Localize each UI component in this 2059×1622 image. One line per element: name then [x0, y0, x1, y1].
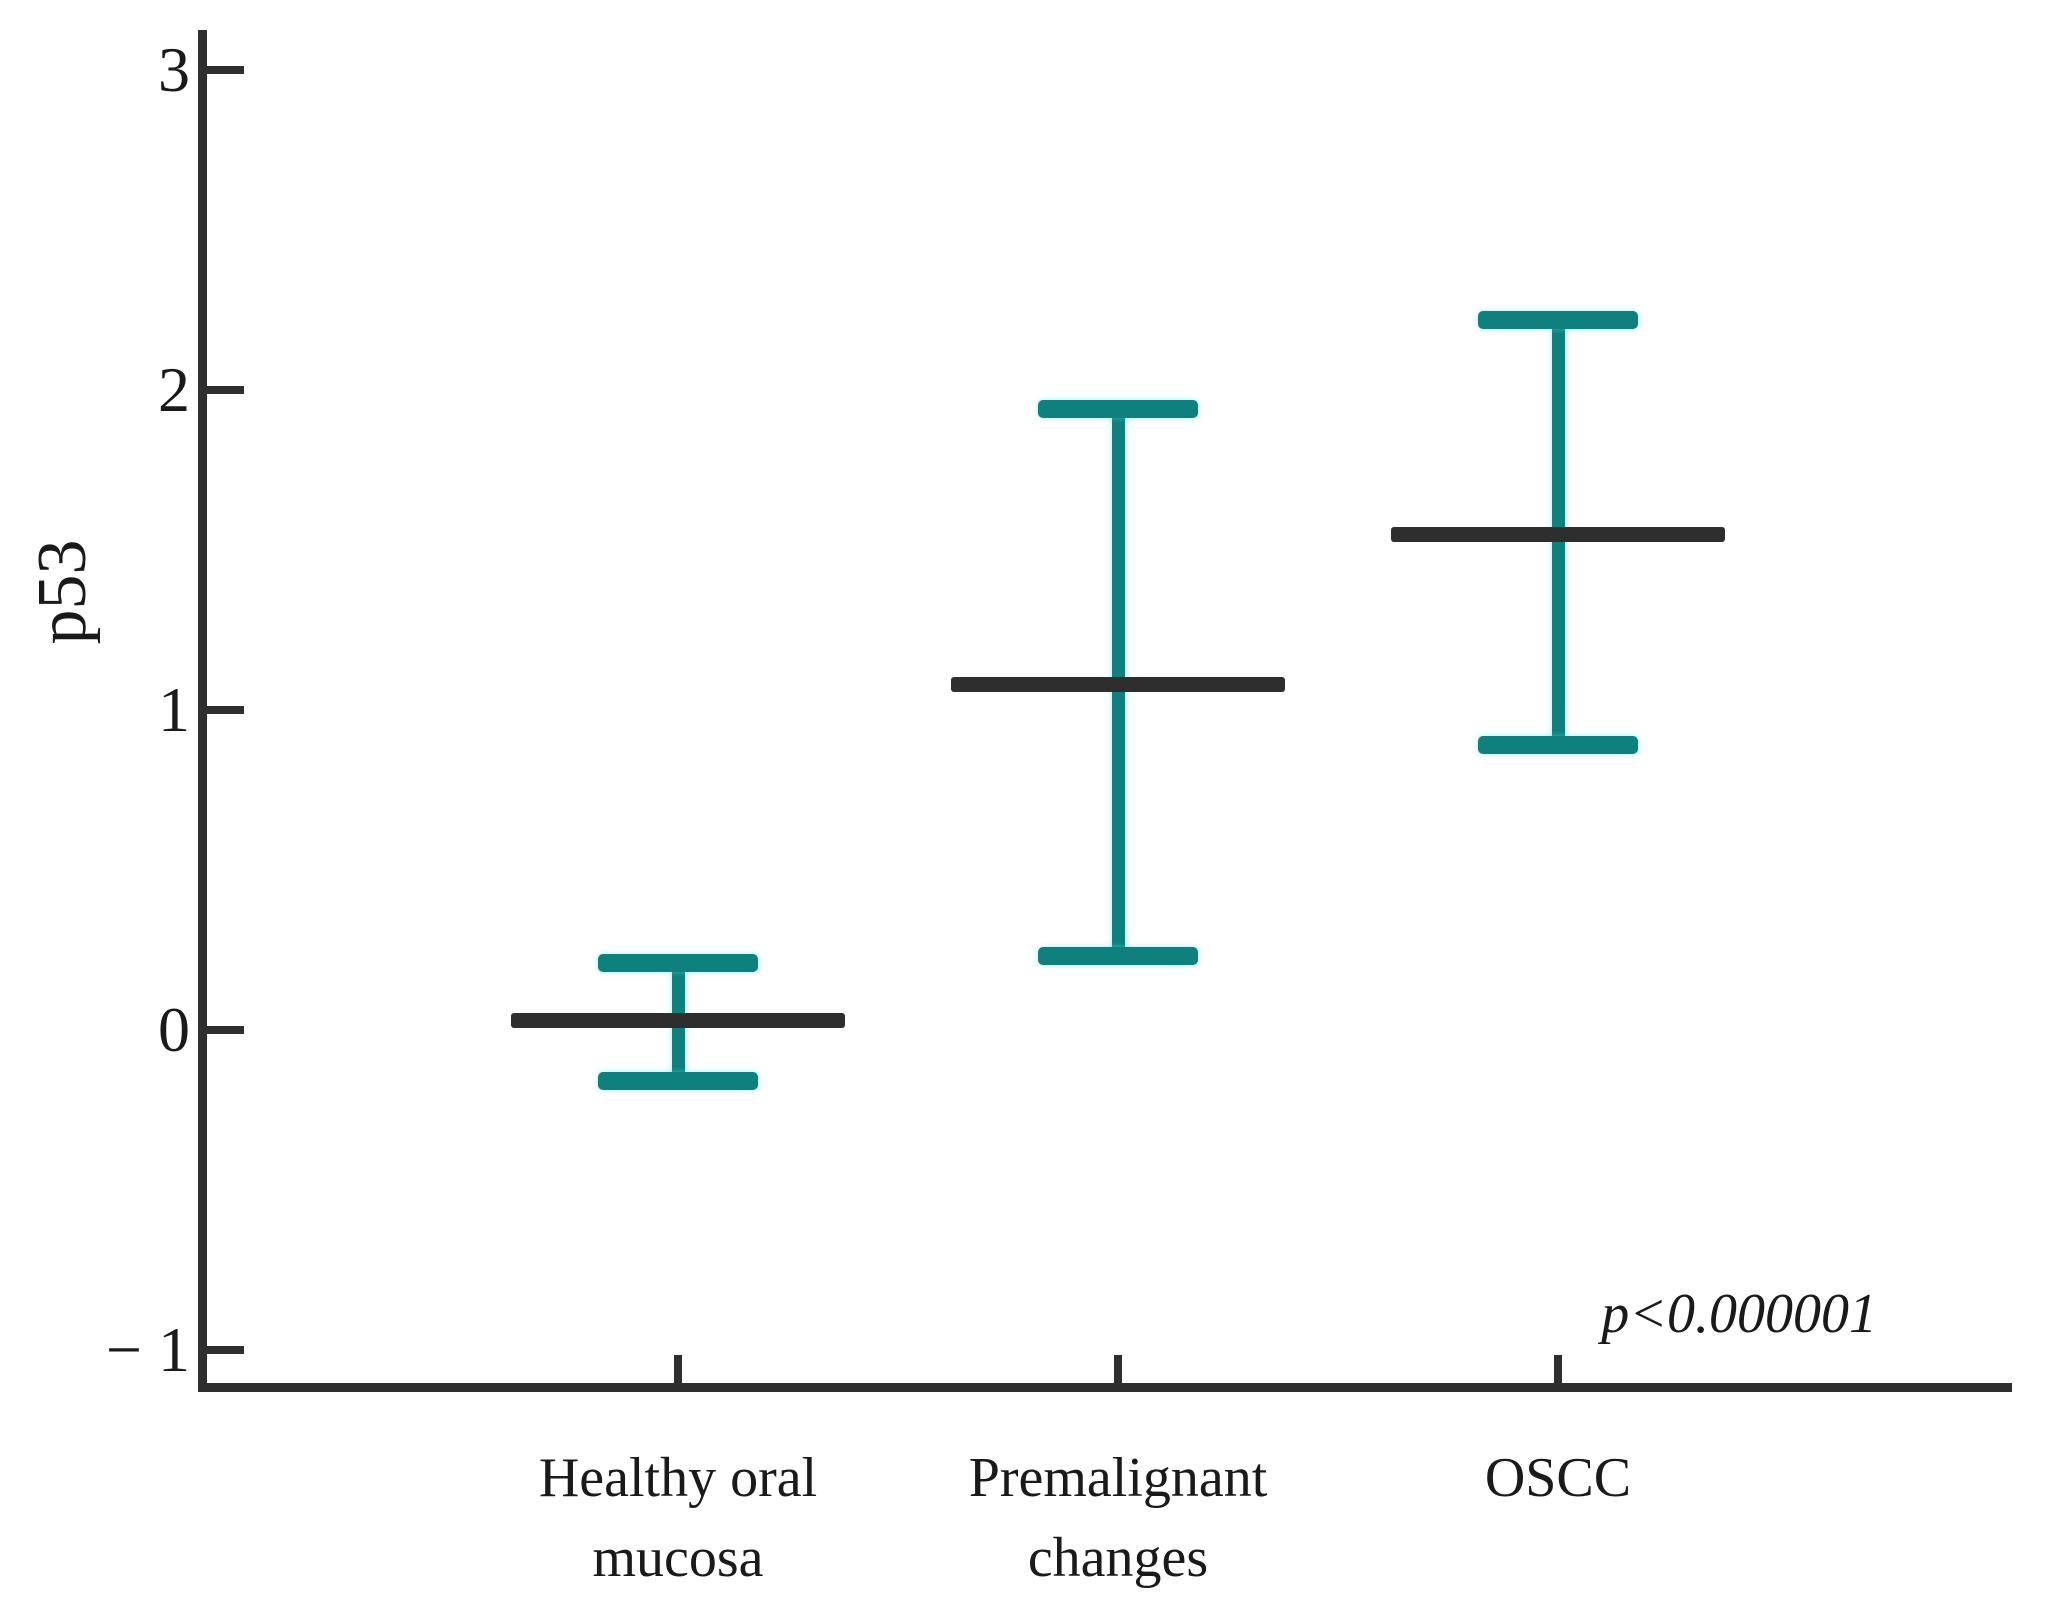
error-bar-cap-top — [598, 953, 758, 972]
category-label: Healthy oral mucosa — [378, 1438, 978, 1598]
y-tick-label: 0 — [158, 994, 190, 1065]
category-label-line: Premalignant — [968, 1447, 1268, 1509]
category-label: OSCC — [1258, 1438, 1858, 1518]
y-tick — [206, 66, 244, 74]
mean-line — [1391, 526, 1725, 542]
p-value-annotation: p<0.000001 — [1601, 1283, 1877, 1345]
mean-line — [511, 1012, 845, 1028]
category-label: Premalignant changes — [818, 1438, 1418, 1598]
x-axis-line — [198, 1383, 2012, 1392]
y-tick — [206, 1346, 244, 1354]
category-label-line: OSCC — [1484, 1447, 1632, 1509]
y-tick — [206, 706, 244, 714]
y-tick — [206, 386, 244, 394]
error-bar-cap-top — [1038, 400, 1198, 419]
x-category-tick — [674, 1355, 682, 1383]
category-label-line: Healthy oral — [538, 1447, 818, 1509]
y-tick-label: − 1 — [105, 1314, 190, 1385]
error-bar-cap-top — [1478, 310, 1638, 329]
y-axis-line — [198, 30, 207, 1392]
error-bar-cap-bottom — [598, 1072, 758, 1091]
x-category-tick — [1554, 1355, 1562, 1383]
category-label-line: mucosa — [592, 1527, 764, 1589]
mean-line — [951, 676, 1285, 692]
y-tick-label: 3 — [158, 34, 190, 105]
error-bar-cap-bottom — [1478, 736, 1638, 755]
y-tick-label: 2 — [158, 354, 190, 425]
category-label-line: changes — [1027, 1527, 1209, 1589]
y-tick — [206, 1026, 244, 1034]
x-category-tick — [1114, 1355, 1122, 1383]
y-tick-label: 1 — [158, 674, 190, 745]
error-bar-cap-bottom — [1038, 947, 1198, 966]
